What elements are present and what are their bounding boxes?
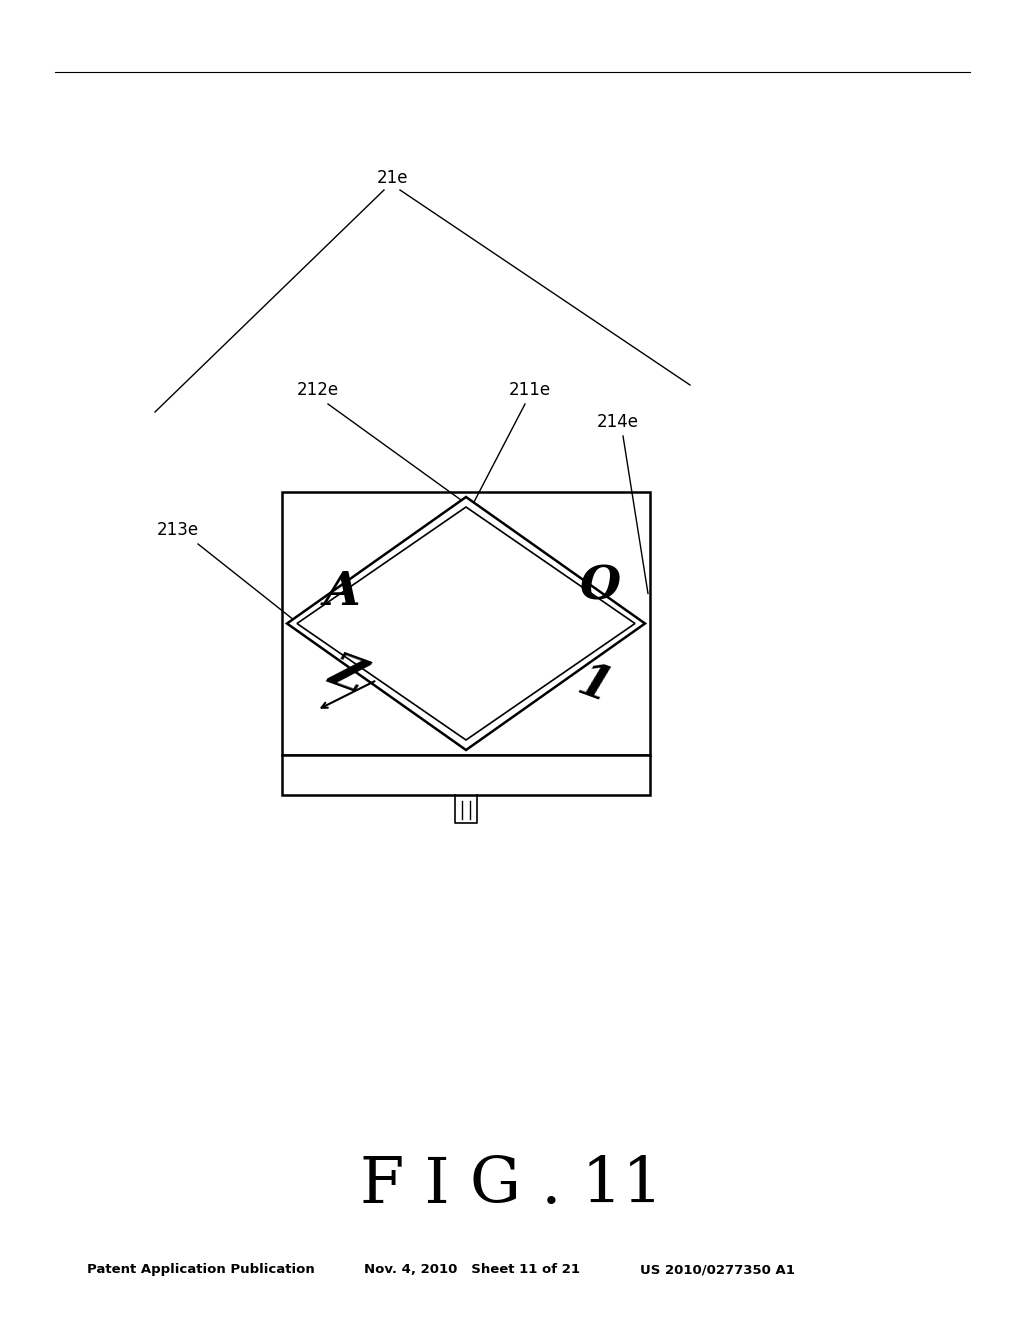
Text: 211e: 211e xyxy=(509,381,551,399)
Text: A: A xyxy=(324,569,360,615)
Text: 21e: 21e xyxy=(376,169,408,187)
Text: 212e: 212e xyxy=(297,381,339,399)
Text: Z: Z xyxy=(323,648,371,702)
Text: F I G . 11: F I G . 11 xyxy=(360,1155,664,1216)
Text: 213e: 213e xyxy=(157,521,199,539)
Text: O: O xyxy=(580,564,621,610)
Polygon shape xyxy=(287,498,645,750)
Bar xyxy=(282,492,650,755)
Text: Nov. 4, 2010   Sheet 11 of 21: Nov. 4, 2010 Sheet 11 of 21 xyxy=(364,1263,580,1276)
Text: 1: 1 xyxy=(571,657,618,713)
Polygon shape xyxy=(297,507,635,741)
Text: Patent Application Publication: Patent Application Publication xyxy=(87,1263,314,1276)
Bar xyxy=(282,755,650,795)
Text: 214e: 214e xyxy=(597,413,639,432)
Text: US 2010/0277350 A1: US 2010/0277350 A1 xyxy=(640,1263,795,1276)
